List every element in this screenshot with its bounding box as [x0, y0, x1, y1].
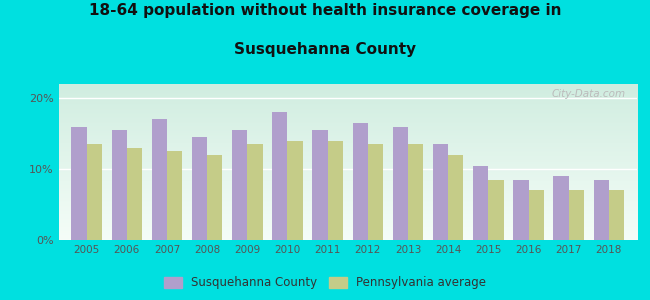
Bar	[609, 190, 624, 240]
Bar	[408, 144, 423, 240]
Bar	[287, 141, 303, 240]
Bar	[433, 144, 448, 240]
Bar	[488, 180, 504, 240]
Bar	[232, 130, 247, 240]
Bar	[272, 112, 287, 240]
Bar	[247, 144, 263, 240]
Bar	[72, 127, 86, 240]
Bar	[313, 130, 328, 240]
Text: 18-64 population without health insurance coverage in: 18-64 population without health insuranc…	[89, 3, 561, 18]
Bar	[393, 127, 408, 240]
Bar	[328, 141, 343, 240]
Bar	[514, 180, 528, 240]
Bar	[86, 144, 102, 240]
Bar	[127, 148, 142, 240]
Bar	[448, 155, 463, 240]
Bar	[167, 152, 182, 240]
Legend: Susquehanna County, Pennsylvania average: Susquehanna County, Pennsylvania average	[159, 272, 491, 294]
Bar	[569, 190, 584, 240]
Bar	[192, 137, 207, 240]
Text: City-Data.com: City-Data.com	[551, 89, 625, 99]
Text: Susquehanna County: Susquehanna County	[234, 42, 416, 57]
Bar	[368, 144, 383, 240]
Bar	[553, 176, 569, 240]
Bar	[473, 166, 488, 240]
Bar	[151, 119, 167, 240]
Bar	[352, 123, 368, 240]
Bar	[207, 155, 222, 240]
Bar	[593, 180, 609, 240]
Bar	[112, 130, 127, 240]
Bar	[528, 190, 544, 240]
